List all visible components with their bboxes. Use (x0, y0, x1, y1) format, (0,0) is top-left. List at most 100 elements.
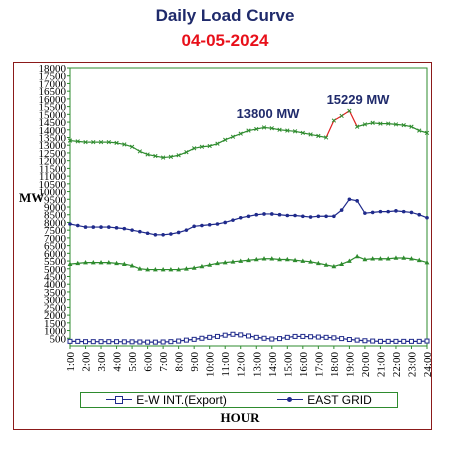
data-point (160, 155, 166, 160)
data-point (169, 232, 173, 236)
series-segment (348, 110, 358, 127)
data-point (339, 208, 344, 212)
chart-legend: E-W INT.(Export) EAST GRID (80, 392, 398, 408)
data-point (230, 259, 236, 264)
y-tick-label: 8000 (44, 217, 67, 229)
data-point (339, 261, 345, 266)
series-segment (139, 150, 148, 156)
series-segment (364, 122, 373, 125)
data-point (153, 233, 158, 237)
data-point (277, 212, 282, 217)
x-tick-label: 8:00 (174, 352, 186, 372)
series-segment (419, 129, 428, 134)
x-tick-label: 9:00 (189, 352, 201, 372)
x-tick-label: 2:00 (81, 352, 93, 372)
y-tick-label: 14000 (39, 125, 67, 137)
data-point (184, 266, 189, 271)
data-point (98, 260, 104, 265)
data-point (393, 122, 399, 127)
data-point (269, 256, 275, 261)
data-point (354, 337, 360, 343)
data-point (83, 260, 88, 265)
y-tick-label: 14500 (39, 117, 67, 129)
data-point (145, 266, 151, 272)
data-point (107, 225, 111, 229)
data-point (261, 335, 267, 341)
series-segment (224, 136, 234, 141)
data-point (323, 135, 329, 140)
data-point (207, 143, 212, 149)
series-segment (325, 120, 335, 138)
data-point (424, 130, 430, 136)
data-point (277, 336, 283, 342)
data-point (183, 337, 189, 343)
data-point (99, 225, 103, 229)
y-tick-label: 16000 (39, 94, 67, 106)
y-tick-label: 7500 (44, 225, 67, 237)
y-tick-label: 7000 (44, 233, 67, 245)
data-point (324, 214, 328, 219)
data-point (114, 140, 119, 146)
series-3 (67, 331, 430, 345)
data-point (222, 332, 228, 338)
data-point (332, 214, 336, 219)
y-tick-label: 3000 (44, 295, 67, 307)
data-point (339, 113, 344, 119)
legend-label-east-grid: EAST GRID (307, 393, 372, 407)
series-segment (116, 142, 125, 146)
legend-swatch-dot-icon (277, 395, 304, 405)
data-point (129, 263, 135, 268)
data-point (308, 215, 313, 219)
series-segment (356, 123, 366, 128)
data-point (261, 125, 267, 130)
series-segment (256, 126, 265, 130)
x-tick-label: 4:00 (112, 352, 124, 372)
data-point (370, 210, 375, 215)
data-point (75, 260, 81, 266)
series-segment (287, 129, 296, 132)
series-0 (67, 108, 430, 160)
data-point (385, 338, 391, 344)
data-point (207, 222, 212, 227)
data-point (238, 131, 243, 136)
data-point (401, 209, 406, 214)
x-axis-label: HOUR (221, 410, 261, 425)
y-tick-label: 10500 (39, 179, 67, 191)
data-point (121, 339, 127, 345)
data-point (152, 339, 158, 345)
data-point (207, 262, 213, 267)
y-axis-ticks: 5001000150020002500300035004000450050005… (39, 63, 70, 345)
data-point (362, 122, 368, 127)
data-point (269, 126, 274, 131)
data-point (222, 260, 228, 265)
data-point (161, 233, 165, 237)
data-point (347, 108, 352, 113)
data-point (145, 231, 150, 236)
data-point (417, 212, 422, 217)
x-tick-label: 12:00 (236, 352, 248, 378)
data-point (106, 260, 112, 265)
data-point (192, 224, 196, 229)
legend-item-ew-export: E-W INT.(Export) (106, 393, 227, 407)
data-point (416, 257, 422, 263)
data-point (386, 209, 390, 214)
data-point (316, 133, 321, 139)
series-segment (372, 122, 381, 125)
data-point (378, 121, 383, 126)
data-point (83, 139, 88, 145)
data-point (285, 128, 290, 133)
data-point (168, 339, 174, 345)
data-point (68, 222, 72, 226)
x-tick-label: 13:00 (251, 352, 263, 378)
y-tick-label: 11000 (39, 171, 67, 183)
data-point (192, 146, 197, 151)
data-point (393, 338, 399, 344)
series-segment (178, 151, 187, 156)
x-tick-label: 15:00 (282, 352, 294, 378)
data-point (129, 339, 135, 345)
data-point (277, 256, 282, 262)
data-point (145, 152, 150, 157)
y-tick-label: 2500 (44, 302, 67, 314)
x-tick-label: 20:00 (360, 352, 372, 378)
y-tick-label: 12000 (39, 156, 67, 168)
